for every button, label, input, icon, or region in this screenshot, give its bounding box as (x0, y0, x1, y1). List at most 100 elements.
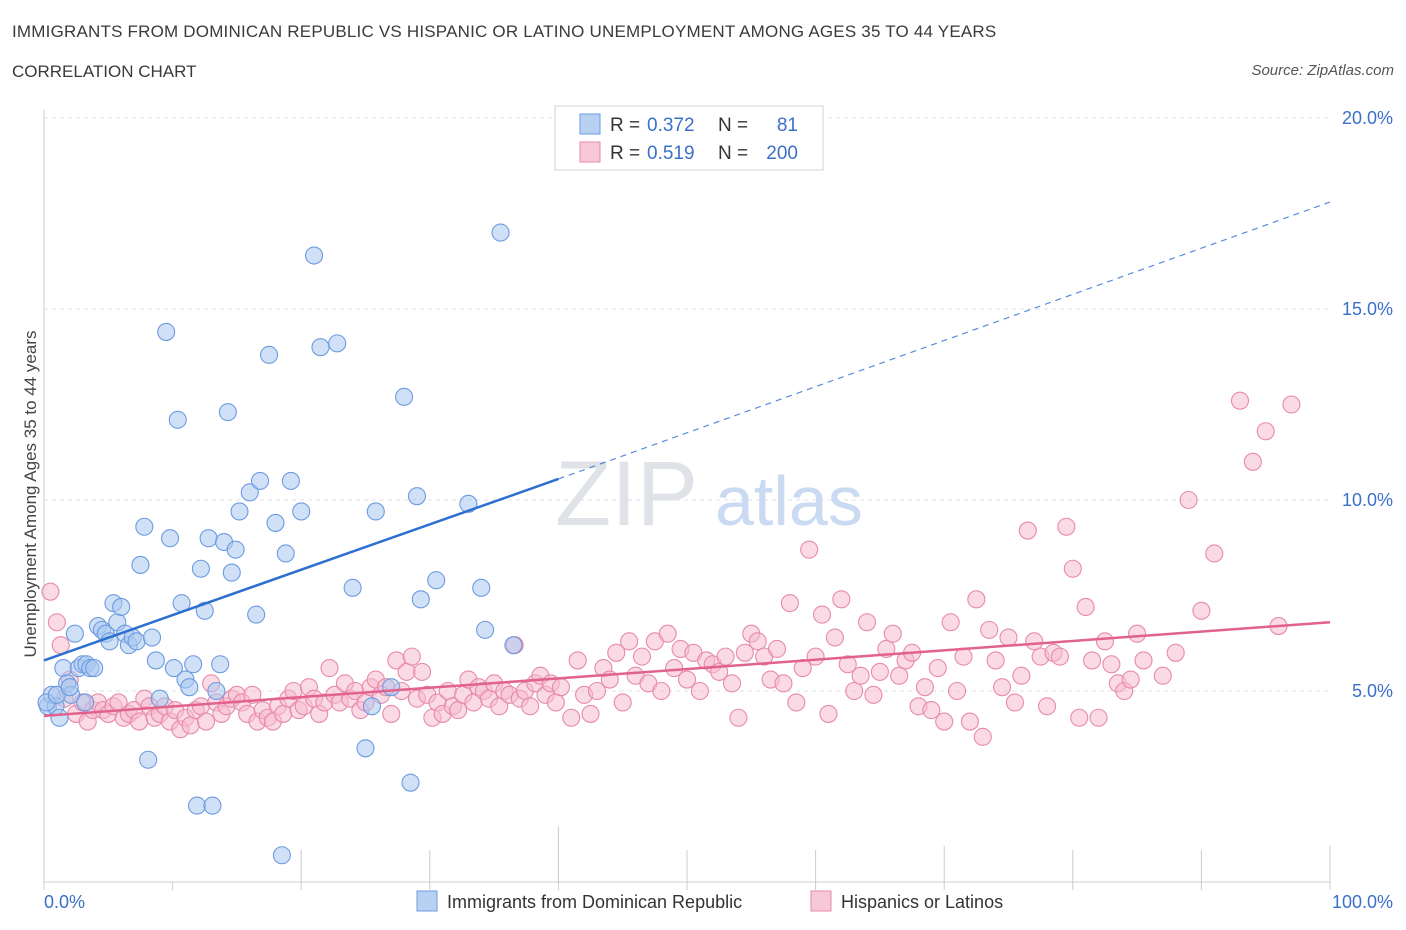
y-tick-label: 10.0% (1342, 490, 1393, 510)
y-tick-label: 15.0% (1342, 299, 1393, 319)
hispanic-point (948, 681, 967, 701)
axes (43, 110, 1331, 890)
y-axis-label: Unemployment Among Ages 35 to 44 years (21, 331, 40, 658)
dominican-point (311, 338, 330, 357)
hispanic-point (832, 590, 851, 609)
hispanic-point (1243, 452, 1262, 471)
dominican-point (142, 628, 162, 647)
dominican-point (218, 403, 237, 422)
dominican-point (146, 651, 165, 670)
hispanic-point (47, 613, 66, 632)
dominican-point (65, 624, 84, 643)
hispanic-point (915, 678, 934, 697)
hispanic-point (973, 727, 992, 746)
dominican-point (281, 471, 300, 490)
hispanic-point (1076, 597, 1095, 617)
series-hispanics-points (41, 391, 1301, 746)
dominican-point (362, 697, 381, 716)
gridlines (44, 117, 1330, 692)
y-tick-label: 20.0% (1342, 108, 1393, 128)
dominican-point (76, 693, 95, 712)
dominican-point (427, 571, 446, 590)
hispanic-point (568, 651, 587, 670)
dominican-point (328, 334, 347, 353)
series-legend: Immigrants from Dominican Republic Hispa… (416, 890, 1003, 912)
hispanic-point (546, 693, 565, 712)
hispanic-point (1134, 651, 1153, 670)
hispanic-point (41, 582, 60, 601)
hispanic-point (1005, 693, 1024, 712)
hispanic-point (587, 681, 607, 701)
dominican-point (407, 487, 426, 506)
hispanic-point (658, 624, 677, 643)
stats-r-value-pink: 0.519 (647, 143, 695, 164)
hispanic-point (402, 647, 421, 666)
hispanic-point (620, 632, 639, 651)
hispanic-point (1057, 517, 1076, 536)
hispanic-point (1012, 666, 1031, 685)
stats-swatch-pink (579, 141, 601, 163)
hispanic-point (1153, 666, 1172, 685)
hispanic-point (607, 643, 626, 662)
stats-n-value-pink: 200 (766, 143, 798, 164)
dominican-point (207, 681, 226, 701)
dominican-point (184, 655, 203, 674)
hispanic-point (993, 678, 1012, 697)
hispanic-point (196, 712, 216, 731)
hispanic-point (51, 636, 70, 655)
hispanic-point (1230, 391, 1250, 410)
dominican-point (131, 555, 150, 574)
hispanic-point (652, 681, 671, 701)
hispanic-point (1038, 697, 1057, 716)
hispanic-point (767, 639, 787, 659)
hispanic-point (883, 624, 902, 643)
dominican-point (356, 739, 375, 758)
dominican-point (276, 544, 295, 563)
dominican-point (187, 796, 207, 815)
hispanic-point (1095, 632, 1114, 651)
hispanic-point (748, 632, 767, 651)
hispanic-point (729, 708, 748, 727)
dominican-point (85, 659, 104, 678)
dominican-point (112, 597, 131, 617)
stats-swatch-blue (579, 113, 601, 135)
hispanic-point (800, 540, 819, 559)
hispanic-point (980, 620, 999, 639)
hispanic-point (922, 701, 941, 720)
dominican-point (157, 322, 176, 341)
hispanic-point (397, 662, 416, 681)
dominican-point (366, 502, 385, 521)
hispanic-point (935, 712, 954, 731)
hispanic-point (1070, 708, 1089, 727)
dominican-point (504, 636, 523, 655)
y-tick-labels: 5.0% 10.0% 15.0% 20.0% (1342, 108, 1393, 701)
hispanic-point (1166, 643, 1185, 662)
y-tick-label: 5.0% (1352, 681, 1393, 701)
stats-r-value-blue: 0.372 (647, 115, 695, 136)
stats-n-label-blue: N = (718, 115, 748, 136)
hispanic-point (413, 662, 432, 681)
hispanic-point (1179, 490, 1198, 510)
dominican-point (135, 517, 154, 536)
hispanic-point (382, 704, 401, 723)
dominican-point (292, 502, 311, 521)
dominican-point (150, 689, 169, 708)
dominican-point (230, 502, 249, 521)
hispanic-point (130, 712, 149, 731)
hispanic-point (1025, 632, 1044, 651)
dominican-point (191, 559, 210, 578)
hispanic-point (181, 716, 200, 735)
dominican-trend-line (43, 477, 559, 662)
hispanic-point (774, 674, 793, 693)
hispanic-point (551, 678, 571, 697)
x-tick-label-min: 0.0% (44, 892, 85, 912)
hispanic-point (521, 697, 540, 716)
hispanic-point (851, 666, 870, 685)
hispanic-point (787, 693, 806, 712)
hispanic-point (243, 685, 262, 704)
dominican-point (203, 796, 222, 815)
hispanic-point (690, 681, 709, 701)
source-credit: Source: ZipAtlas.com (1251, 62, 1394, 79)
hispanic-point (1256, 422, 1275, 441)
